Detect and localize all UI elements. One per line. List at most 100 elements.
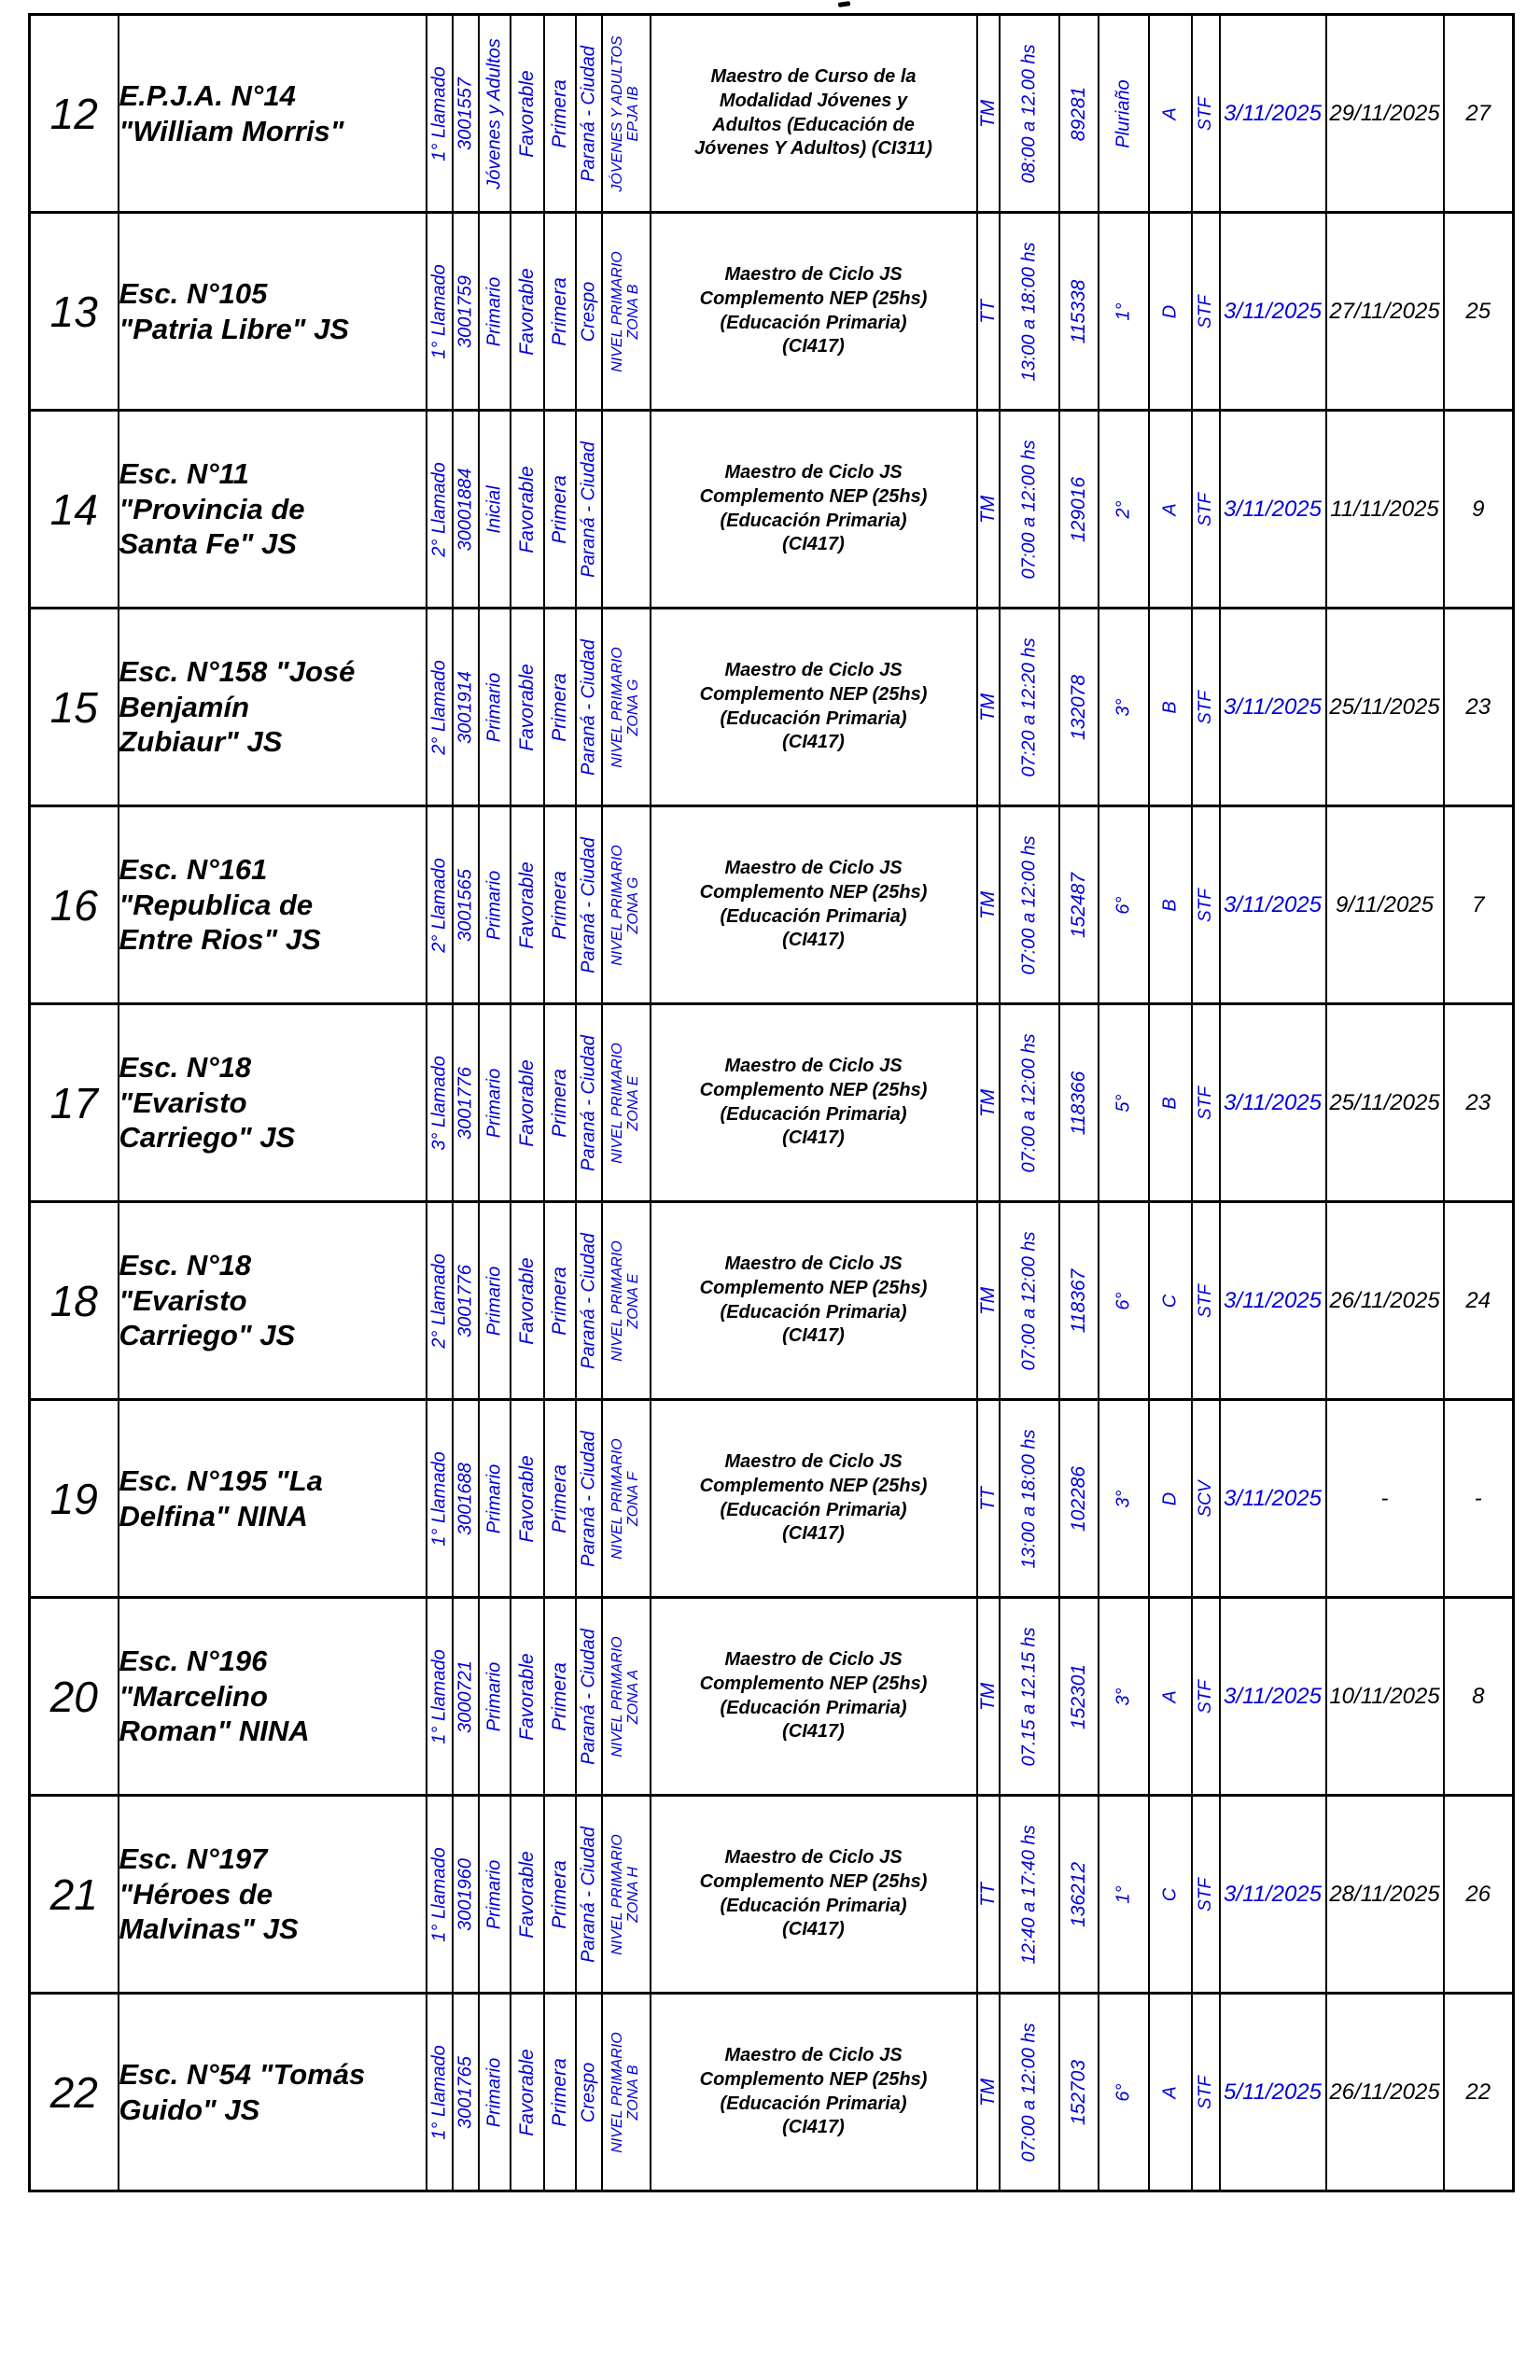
grado-label: 2° [1113, 499, 1133, 519]
cell-vacante: 132078 [1057, 607, 1099, 807]
cell-turno: TM [975, 1596, 1001, 1797]
cell-llamado: 1° Llamado [425, 1794, 454, 1995]
cell-localidad: Paraná - Ciudad [574, 1596, 603, 1797]
llamado-label: 3° Llamado [428, 1055, 449, 1151]
cell-dias: - [1442, 1398, 1515, 1599]
cell-grado: 6° [1097, 1200, 1150, 1401]
cell-concepto: Favorable [509, 805, 545, 1005]
cell-fecha-hasta: 26/11/2025 [1324, 1992, 1445, 2192]
localidad-label: Crespo [578, 281, 598, 342]
cell-turno: TM [975, 1200, 1001, 1401]
categoria-label: Primera [548, 1661, 570, 1731]
codigo-label: 3001960 [455, 1857, 475, 1931]
cell-turno: TM [975, 805, 1001, 1005]
cell-grado: 5° [1097, 1002, 1150, 1203]
cell-fecha-hasta: 28/11/2025 [1324, 1794, 1445, 1995]
situacion-label: STF [1195, 2075, 1215, 2109]
cell-zona: NIVEL PRIMARIO ZONA G [600, 805, 651, 1005]
cell-fecha-oferta: 3/11/2025 [1218, 607, 1327, 807]
turno-label: TM [976, 1682, 999, 1711]
horario-label: 13:00 a 18:00 hs [1018, 1428, 1039, 1569]
cell-row-number: 21 [28, 1794, 119, 1995]
codigo-label: 3001914 [455, 670, 475, 744]
cell-seccion: D [1147, 1398, 1193, 1599]
localidad-label: Paraná - Ciudad [578, 836, 598, 973]
table-row: 13 Esc. N°105 "Patria Libre" JS 1° Llama… [28, 211, 1515, 412]
cell-fecha-oferta: 3/11/2025 [1218, 805, 1327, 1005]
cell-localidad: Paraná - Ciudad [574, 1794, 603, 1995]
concepto-label: Favorable [515, 861, 538, 949]
grado-label: 3° [1113, 697, 1133, 717]
vacante-label: 118366 [1067, 1071, 1089, 1135]
cell-situacion: STF [1190, 1200, 1221, 1401]
grado-label: 6° [1113, 895, 1133, 915]
table-row: 15 Esc. N°158 "José Benjamín Zubiaur" JS… [28, 607, 1515, 807]
categoria-label: Primera [548, 78, 570, 148]
cell-concepto: Favorable [509, 1200, 545, 1401]
cell-vacante: 129016 [1057, 409, 1099, 609]
cell-grado: 2° [1097, 409, 1150, 609]
codigo-label: 3001557 [455, 77, 475, 150]
cell-fecha-oferta: 3/11/2025 [1218, 13, 1327, 214]
cell-situacion: STF [1190, 607, 1221, 807]
cell-fecha-oferta: 3/11/2025 [1218, 211, 1327, 412]
localidad-label: Paraná - Ciudad [578, 45, 598, 182]
cell-categoria: Primera [542, 1398, 577, 1599]
codigo-label: 30001884 [455, 468, 475, 551]
zona-label: NIVEL PRIMARIO ZONA F [609, 1437, 641, 1560]
table-row: 17 Esc. N°18 "Evaristo Carriego" JS 3° L… [28, 1002, 1515, 1203]
cell-nivel: Primario [477, 211, 511, 412]
nivel-label: Jóvenes y Adultos [483, 37, 504, 189]
cell-cargo-description: Maestro de Curso de la Modalidad Jóvenes… [649, 13, 978, 214]
nivel-label: Primario [483, 870, 504, 940]
turno-label: TM [976, 1088, 999, 1117]
seccion-label: C [1159, 1887, 1180, 1901]
seccion-label: B [1159, 1096, 1180, 1110]
situacion-label: STF [1195, 294, 1215, 329]
seccion-label: C [1159, 1294, 1180, 1308]
nivel-label: Primario [483, 1661, 504, 1731]
cell-codigo: 3001765 [451, 1992, 480, 2192]
cell-horario: 07:20 a 12:20 hs [998, 607, 1060, 807]
grado-label: 3° [1113, 1687, 1133, 1706]
concepto-label: Favorable [515, 69, 538, 158]
cell-localidad: Crespo [574, 211, 603, 412]
cell-nivel: Jóvenes y Adultos [477, 13, 511, 214]
cell-zona: NIVEL PRIMARIO ZONA F [600, 1398, 651, 1599]
cell-turno: TT [975, 211, 1001, 412]
cell-turno: TM [975, 409, 1001, 609]
concepto-label: Favorable [515, 1454, 538, 1543]
cell-fecha-hasta: 9/11/2025 [1324, 805, 1445, 1005]
localidad-label: Paraná - Ciudad [578, 638, 598, 776]
concepto-label: Favorable [515, 1058, 538, 1147]
localidad-label: Paraná - Ciudad [578, 1034, 598, 1171]
cell-codigo: 3001960 [451, 1794, 480, 1995]
categoria-label: Primera [548, 474, 570, 544]
cell-nivel: Primario [477, 805, 511, 1005]
cell-codigo: 3001776 [451, 1200, 480, 1401]
llamado-label: 2° Llamado [428, 461, 449, 557]
table-row: 21 Esc. N°197 "Héroes de Malvinas" JS 1°… [28, 1794, 1515, 1995]
grado-label: 1° [1113, 301, 1133, 321]
table-row: 19 Esc. N°195 "La Delfina" NINA 1° Llama… [28, 1398, 1515, 1599]
codigo-label: 3000721 [455, 1659, 475, 1733]
cell-horario: 07:00 a 12:00 hs [998, 1200, 1060, 1401]
vacante-label: 152703 [1067, 2059, 1089, 2125]
cell-zona: NIVEL PRIMARIO ZONA E [600, 1002, 651, 1203]
cell-concepto: Favorable [509, 1002, 545, 1203]
cell-fecha-hasta: 25/11/2025 [1324, 1002, 1445, 1203]
seccion-label: A [1159, 106, 1180, 120]
cell-cargo-description: Maestro de Ciclo JS Complemento NEP (25h… [649, 409, 978, 609]
cell-zona: NIVEL PRIMARIO ZONA B [600, 211, 651, 412]
cell-vacante: 115338 [1057, 211, 1099, 412]
horario-label: 07:00 a 12:00 hs [1018, 439, 1039, 580]
vacante-label: 136212 [1067, 1861, 1089, 1927]
cell-school-name: Esc. N°18 "Evaristo Carriego" JS [117, 1200, 427, 1401]
situacion-label: STF [1195, 96, 1215, 131]
horario-label: 12:40 a 17:40 hs [1018, 1824, 1039, 1965]
localidad-label: Paraná - Ciudad [578, 1628, 598, 1765]
cell-zona: NIVEL PRIMARIO ZONA E [600, 1200, 651, 1401]
cell-dias: 26 [1442, 1794, 1515, 1995]
cell-row-number: 19 [28, 1398, 119, 1599]
cell-grado: Pluriaño [1097, 13, 1150, 214]
